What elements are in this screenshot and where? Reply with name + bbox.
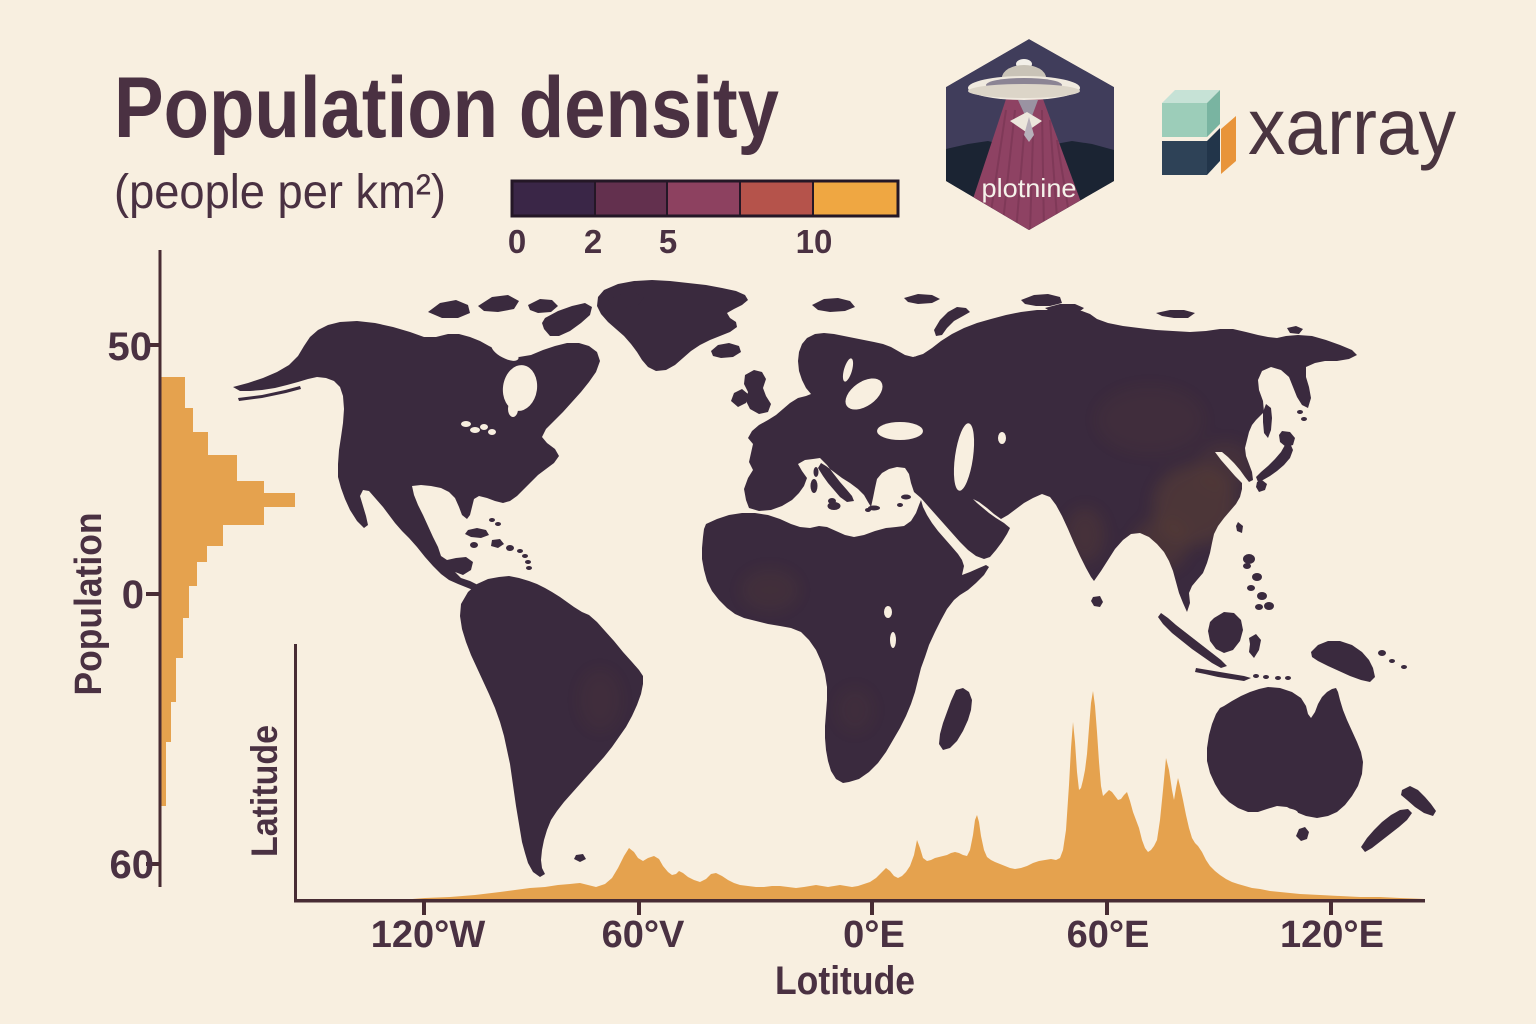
svg-text:(people per km²): (people per km²) — [114, 166, 446, 219]
svg-text:0°E: 0°E — [843, 914, 905, 956]
svg-text:Latitude: Latitude — [244, 725, 285, 857]
svg-text:Population density: Population density — [114, 60, 779, 156]
svg-text:10: 10 — [796, 223, 833, 260]
svg-text:0: 0 — [508, 223, 526, 260]
svg-text:60: 60 — [110, 843, 155, 887]
svg-text:xarray: xarray — [1248, 82, 1456, 171]
svg-text:plotnine: plotnine — [982, 173, 1077, 203]
svg-text:Lotitude: Lotitude — [775, 959, 915, 1003]
svg-text:0: 0 — [122, 573, 144, 617]
svg-text:60°V: 60°V — [602, 914, 685, 956]
svg-text:5: 5 — [659, 223, 677, 260]
svg-text:Population: Population — [68, 513, 110, 696]
svg-text:60°E: 60°E — [1067, 914, 1150, 956]
svg-text:120°W: 120°W — [371, 914, 486, 956]
svg-text:50: 50 — [108, 325, 153, 369]
svg-text:2: 2 — [584, 223, 602, 260]
svg-text:120°E: 120°E — [1280, 914, 1384, 956]
